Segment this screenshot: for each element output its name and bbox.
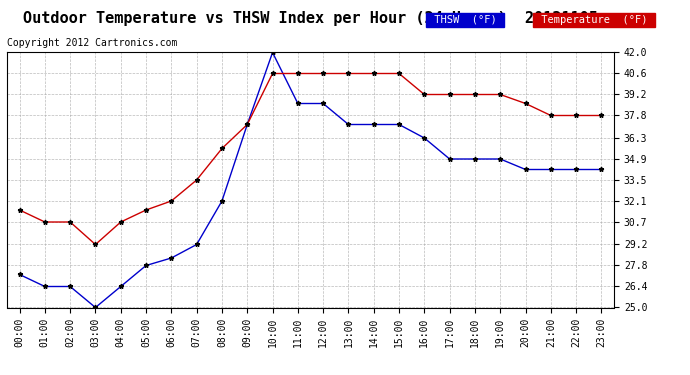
Text: Copyright 2012 Cartronics.com: Copyright 2012 Cartronics.com: [7, 38, 177, 48]
Text: Temperature  (°F): Temperature (°F): [535, 15, 653, 25]
Text: Outdoor Temperature vs THSW Index per Hour (24 Hours)  20121105: Outdoor Temperature vs THSW Index per Ho…: [23, 11, 598, 26]
Text: THSW  (°F): THSW (°F): [428, 15, 503, 25]
